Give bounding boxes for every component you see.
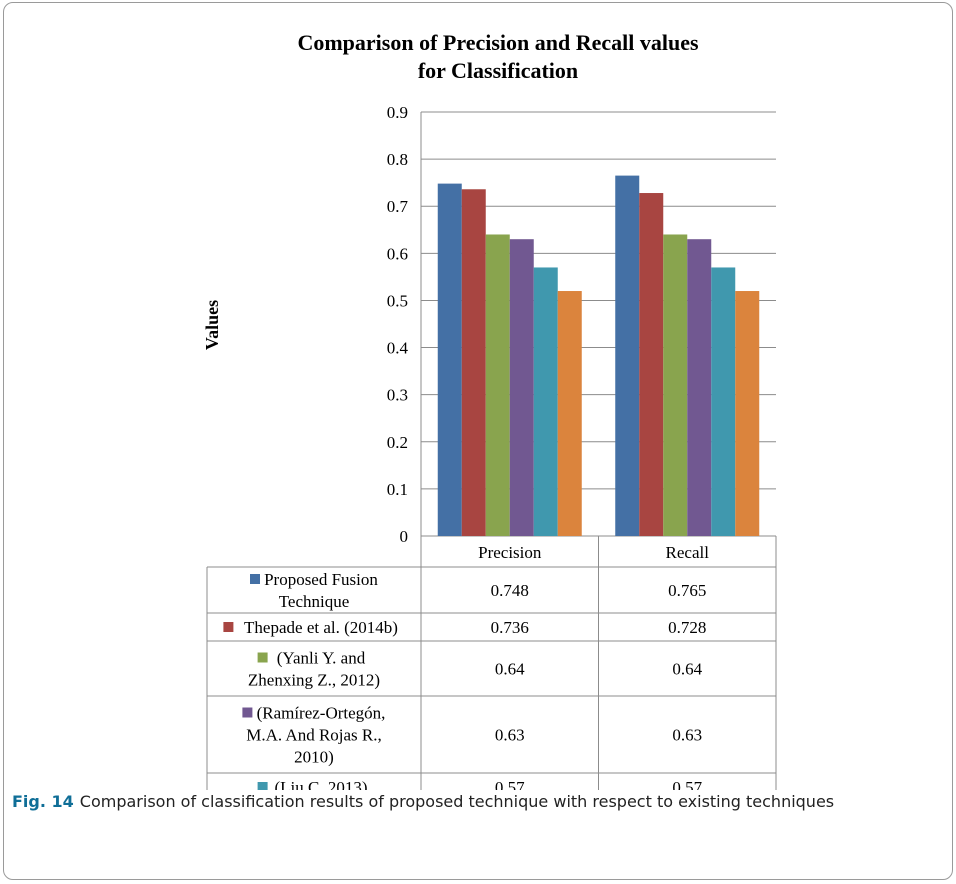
bar-3-1 (687, 239, 712, 536)
figure-caption: Fig. 14 Comparison of classification resu… (12, 792, 948, 811)
legend-label: Proposed Fusion (264, 570, 378, 589)
y-tick-label: 0.8 (387, 150, 408, 169)
y-tick-label: 0.9 (387, 103, 408, 122)
y-tick-label: 0 (400, 527, 409, 546)
bar-5-1 (735, 291, 760, 536)
legend-swatch (242, 707, 253, 718)
y-tick-label: 0.3 (387, 386, 408, 405)
bar-0-1 (615, 175, 640, 536)
value-label: 0.64 (495, 660, 525, 679)
caption-label: Fig. 14 (12, 792, 74, 811)
bar-3-0 (509, 239, 534, 536)
legend-label: (Liu.C, 2013) (274, 778, 367, 790)
value-label: 0.64 (672, 660, 702, 679)
value-label: 0.728 (668, 618, 706, 637)
legend-swatch (257, 782, 268, 790)
y-tick-label: 0.6 (387, 244, 408, 263)
legend-label: Technique (279, 592, 350, 611)
caption-text: Comparison of classification results of … (79, 792, 835, 811)
value-label: 0.57 (495, 778, 525, 790)
legend-swatch (223, 622, 234, 632)
y-axis-ticks: 0 0.1 0.2 0.3 0.4 0.5 0.6 0.7 0.8 0.9 (387, 103, 409, 546)
legend-label: 2010) (294, 748, 334, 767)
value-label: 0.736 (491, 618, 529, 637)
legend-swatch (257, 652, 268, 663)
y-axis-label: Values (202, 300, 222, 350)
value-label: 0.63 (495, 726, 525, 745)
legend-label: (Ramírez-Ortegón, (257, 704, 386, 723)
legend-label: M.A. And Rojas R., (246, 726, 382, 745)
bar-1-0 (461, 189, 486, 537)
bar-2-1 (663, 234, 688, 536)
chart: Comparison of Precision and Recall value… (202, 30, 777, 790)
bars (437, 175, 760, 537)
y-tick-label: 0.2 (387, 433, 408, 452)
legend-label: Zhenxing Z., 2012) (248, 671, 380, 690)
chart-subtitle: for Classification (418, 58, 578, 83)
bar-5-0 (557, 291, 582, 536)
chart-title: Comparison of Precision and Recall value… (297, 30, 699, 55)
y-tick-label: 0.5 (387, 291, 408, 310)
value-label: 0.765 (668, 581, 706, 600)
legend-label: (Yanli Y. and (277, 649, 366, 668)
figure-frame (3, 2, 953, 880)
bar-0-0 (437, 183, 462, 536)
y-tick-label: 0.4 (387, 339, 409, 358)
legend-swatch (250, 574, 260, 584)
data-table: Precision Recall Proposed Fusion Technique 0… (206, 536, 777, 790)
y-tick-label: 0.7 (387, 197, 409, 216)
value-label: 0.57 (672, 778, 702, 790)
bar-4-1 (711, 267, 736, 536)
bar-1-1 (639, 193, 664, 536)
category-label: Recall (666, 543, 710, 562)
bar-2-0 (485, 234, 510, 536)
value-label: 0.748 (491, 581, 529, 600)
value-label: 0.63 (672, 726, 702, 745)
legend-label: Thepade et al. (2014b) (244, 618, 398, 637)
bar-4-0 (533, 267, 558, 536)
category-label: Precision (478, 543, 542, 562)
y-tick-label: 0.1 (387, 480, 408, 499)
